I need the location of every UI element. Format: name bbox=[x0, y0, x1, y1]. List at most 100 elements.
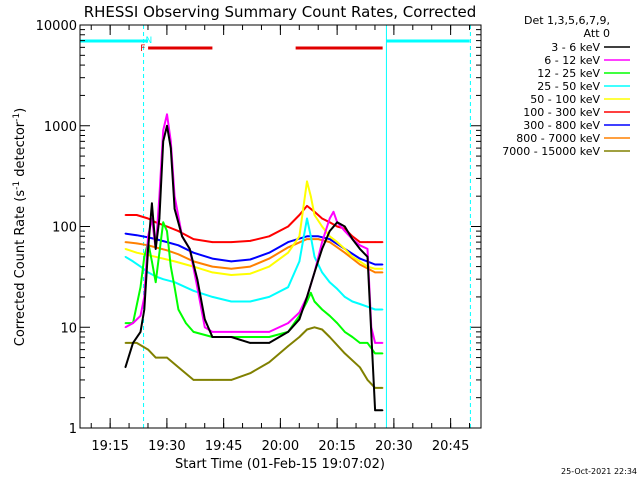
data-point-0-27 bbox=[344, 225, 346, 228]
data-point-6-1 bbox=[135, 234, 138, 236]
data-point-6-10 bbox=[268, 251, 271, 254]
data-point-3-24 bbox=[374, 308, 376, 311]
data-point-0-22 bbox=[306, 296, 308, 298]
data-point-0-6 bbox=[154, 248, 157, 250]
data-point-3-21 bbox=[351, 300, 354, 303]
data-point-4-7 bbox=[249, 272, 251, 275]
data-point-8-11 bbox=[287, 345, 289, 347]
data-point-3-5 bbox=[162, 278, 164, 281]
data-point-7-7 bbox=[211, 265, 214, 268]
data-point-0-8 bbox=[162, 140, 164, 143]
data-point-5-6 bbox=[192, 238, 195, 240]
x-tick-label-5: 20:30 bbox=[375, 439, 412, 454]
data-point-4-11 bbox=[302, 208, 305, 210]
data-point-1-31 bbox=[366, 248, 369, 250]
data-point-7-9 bbox=[249, 265, 251, 268]
data-point-6-6 bbox=[192, 251, 195, 254]
data-point-3-14 bbox=[306, 217, 308, 220]
data-point-5-11 bbox=[287, 225, 289, 228]
data-point-0-10 bbox=[170, 147, 172, 149]
data-point-3-15 bbox=[310, 235, 312, 238]
data-point-1-25 bbox=[328, 217, 331, 220]
data-point-6-9 bbox=[249, 258, 251, 261]
x-tick-label-3: 20:00 bbox=[262, 439, 299, 454]
data-point-1-21 bbox=[298, 311, 301, 314]
chart-title: RHESSI Observing Summary Count Rates, Co… bbox=[84, 3, 477, 21]
data-point-8-12 bbox=[298, 336, 301, 338]
data-point-7-13 bbox=[317, 238, 320, 240]
data-point-3-11 bbox=[268, 296, 271, 298]
data-point-7-1 bbox=[135, 242, 138, 245]
data-point-5-4 bbox=[166, 225, 168, 228]
series-line-4 bbox=[125, 180, 383, 276]
plot-area: NF bbox=[79, 25, 471, 428]
data-point-3-9 bbox=[230, 300, 233, 303]
legend-label-0: 3 - 6 keV bbox=[551, 41, 600, 54]
data-point-2-5 bbox=[151, 260, 153, 263]
data-point-8-18 bbox=[359, 366, 361, 369]
data-point-2-17 bbox=[249, 336, 251, 338]
data-point-2-22 bbox=[310, 292, 312, 294]
data-point-3-23 bbox=[366, 305, 369, 308]
data-point-0-9 bbox=[166, 125, 168, 127]
data-point-2-11 bbox=[173, 286, 176, 289]
data-point-3-10 bbox=[249, 300, 251, 303]
legend-label-3: 25 - 50 keV bbox=[537, 80, 600, 93]
data-point-5-8 bbox=[230, 241, 233, 243]
y-tick-label-3: 1000 bbox=[44, 120, 77, 135]
data-point-0-29 bbox=[359, 248, 361, 250]
data-point-0-32 bbox=[381, 409, 384, 412]
data-point-3-19 bbox=[336, 288, 339, 290]
legend-label-4: 50 - 100 keV bbox=[530, 93, 600, 106]
data-point-2-28 bbox=[351, 336, 354, 338]
data-point-0-11 bbox=[173, 208, 176, 210]
data-point-2-8 bbox=[162, 221, 164, 224]
data-point-3-17 bbox=[321, 271, 323, 274]
data-point-1-24 bbox=[321, 241, 323, 243]
data-point-2-10 bbox=[170, 265, 172, 268]
data-point-5-22 bbox=[374, 241, 376, 243]
data-point-5-23 bbox=[381, 241, 384, 243]
data-point-6-11 bbox=[287, 241, 289, 243]
legend-label-1: 6 - 12 keV bbox=[544, 54, 600, 67]
data-point-7-12 bbox=[306, 238, 308, 240]
data-point-0-17 bbox=[230, 336, 233, 338]
data-point-4-20 bbox=[359, 260, 361, 263]
legend-label-7: 800 - 7000 keV bbox=[516, 132, 600, 145]
data-point-8-9 bbox=[249, 372, 251, 375]
y-tick-label-1: 10 bbox=[60, 321, 77, 336]
data-point-4-16 bbox=[328, 235, 331, 238]
data-point-8-10 bbox=[268, 361, 271, 364]
data-point-5-12 bbox=[298, 214, 301, 216]
data-point-2-26 bbox=[336, 322, 339, 324]
data-point-1-1 bbox=[132, 322, 134, 324]
data-point-4-12 bbox=[306, 180, 308, 183]
data-point-6-12 bbox=[306, 235, 308, 238]
data-point-3-16 bbox=[313, 255, 316, 258]
data-point-2-29 bbox=[359, 342, 361, 344]
data-point-1-2 bbox=[139, 315, 142, 317]
data-point-1-17 bbox=[230, 331, 233, 333]
legend-label-6: 300 - 800 keV bbox=[523, 119, 600, 132]
data-point-1-34 bbox=[381, 342, 384, 344]
data-point-8-14 bbox=[313, 326, 316, 329]
data-point-5-15 bbox=[321, 217, 323, 220]
data-point-3-20 bbox=[344, 296, 346, 298]
x-axis-label: Start Time (01-Feb-15 19:07:02) bbox=[175, 457, 385, 472]
data-point-5-13 bbox=[306, 205, 308, 207]
data-point-0-18 bbox=[249, 342, 251, 344]
data-point-1-0 bbox=[124, 326, 127, 329]
data-point-4-14 bbox=[313, 214, 316, 216]
data-point-7-17 bbox=[374, 271, 376, 274]
data-point-8-8 bbox=[230, 379, 233, 381]
data-point-5-3 bbox=[154, 221, 157, 224]
data-point-0-24 bbox=[321, 248, 323, 250]
data-point-0-15 bbox=[204, 318, 206, 321]
data-point-0-14 bbox=[196, 278, 199, 281]
data-point-3-8 bbox=[211, 296, 214, 298]
data-point-7-11 bbox=[287, 246, 289, 249]
y-tick-label-2: 100 bbox=[52, 221, 77, 236]
data-point-4-9 bbox=[287, 251, 289, 254]
footer-timestamp: 25-Oct-2021 22:34 bbox=[561, 467, 637, 476]
